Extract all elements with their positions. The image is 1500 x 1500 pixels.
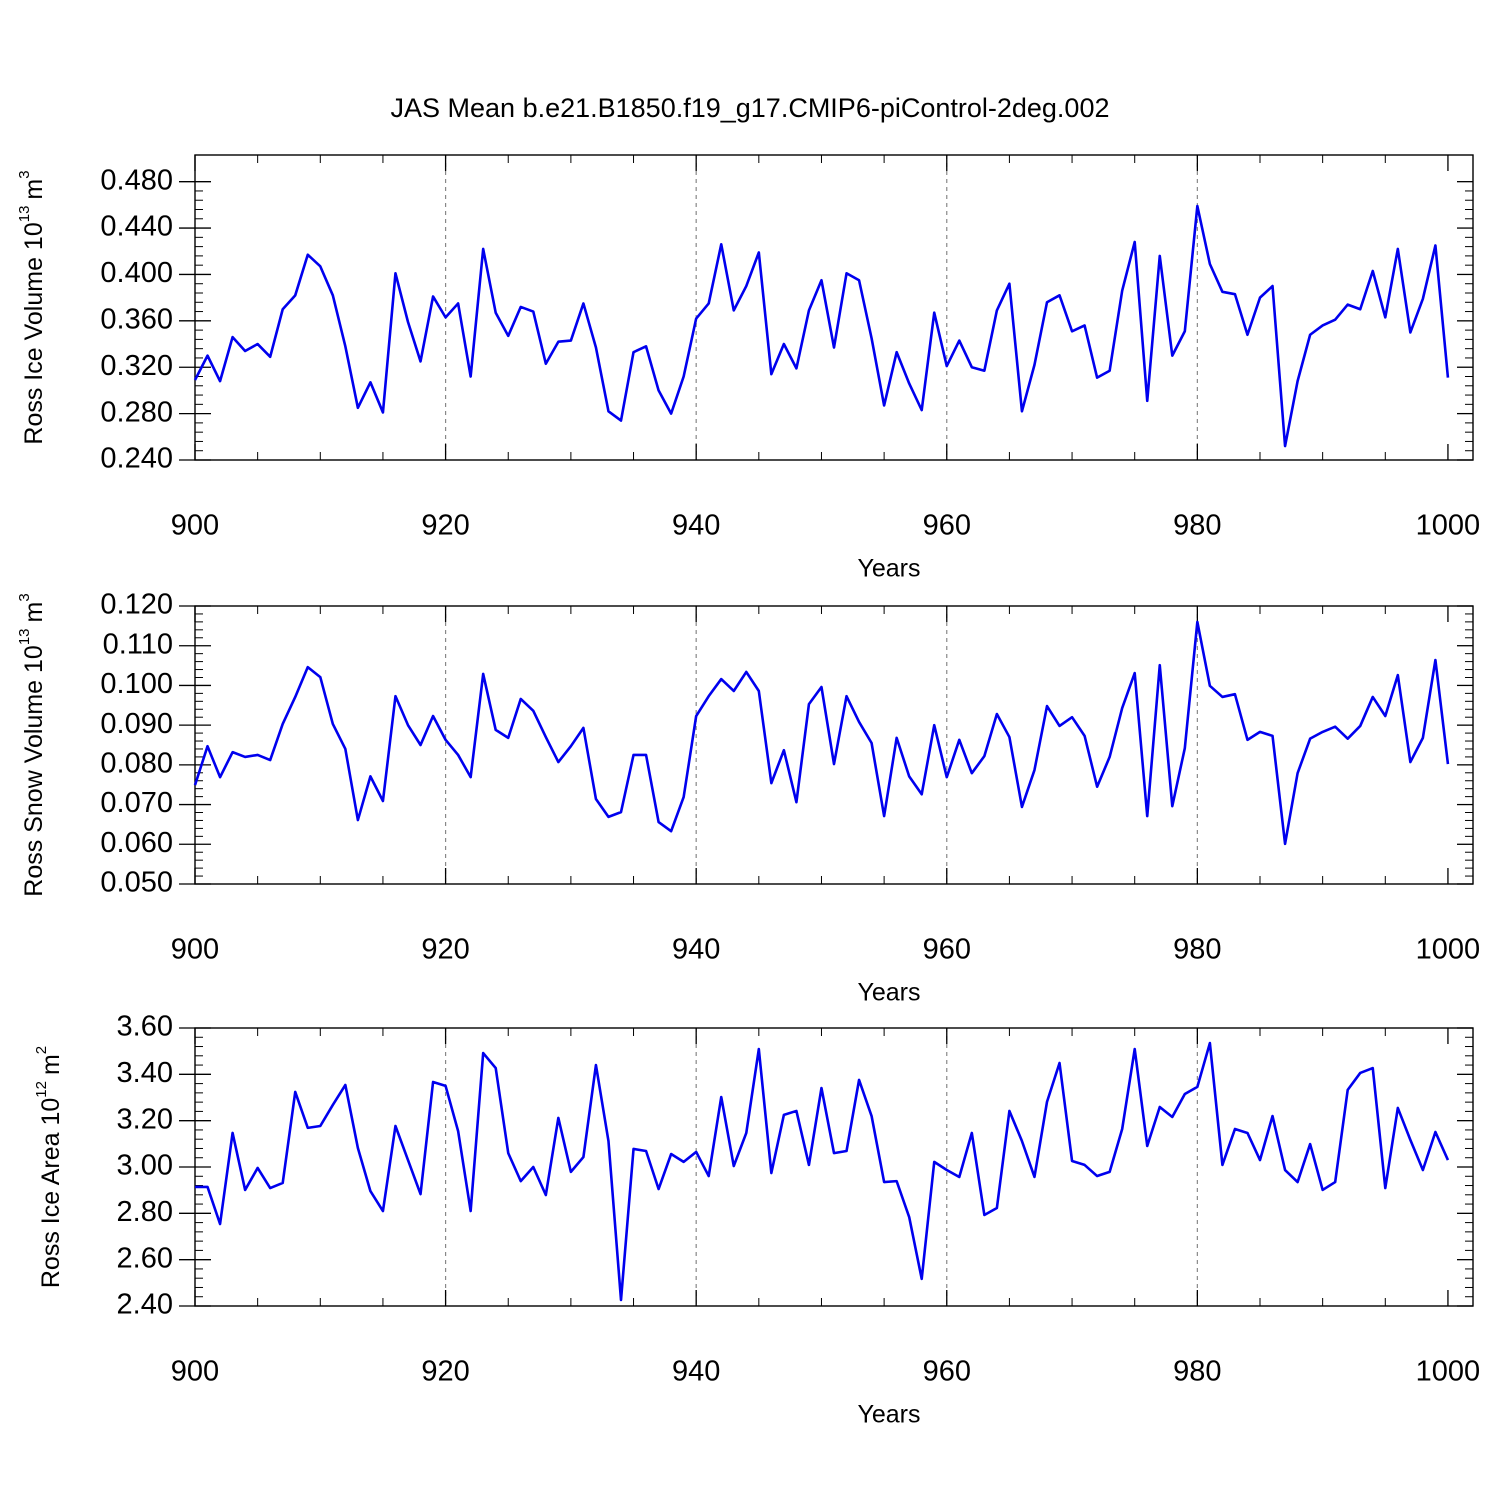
- y-label-unit-exp: 2: [33, 1046, 50, 1054]
- x-axis-label: Years: [857, 979, 920, 1007]
- y-tick-label: 0.280: [100, 396, 173, 428]
- x-tick-label: 980: [1173, 1356, 1221, 1388]
- y-label-unit: m: [37, 1054, 65, 1075]
- y-tick-label: 0.060: [100, 827, 173, 859]
- y-axis-label: Ross Ice Volume 1013 m3: [16, 170, 48, 444]
- data-line: [195, 1041, 1450, 1302]
- plot-frame: [194, 1027, 1474, 1307]
- y-tick-label: 0.100: [100, 668, 173, 700]
- y-tick-label: 0.360: [100, 303, 173, 335]
- x-tick-label: 920: [421, 510, 469, 542]
- y-tick-label: 2.40: [117, 1289, 173, 1321]
- x-tick-label: 940: [672, 934, 720, 966]
- x-tick-label: 960: [923, 934, 971, 966]
- y-axis-label: Ross Ice Area 1012 m2: [33, 1046, 65, 1288]
- x-tick-label: 1000: [1416, 510, 1481, 542]
- x-tick-label: 1000: [1416, 1356, 1481, 1388]
- y-label-exp: 12: [33, 1081, 50, 1098]
- y-label-text: Ross Ice Volume 10: [20, 222, 48, 444]
- y-tick-label: 3.60: [117, 1011, 173, 1043]
- x-tick-label: 900: [171, 1356, 219, 1388]
- x-tick-label: 940: [672, 1356, 720, 1388]
- y-axis-label: Ross Snow Volume 1013 m3: [16, 593, 48, 896]
- x-tick-label: 940: [672, 510, 720, 542]
- chart-title: JAS Mean b.e21.B1850.f19_g17.CMIP6-piCon…: [391, 93, 1110, 123]
- plot-frame: [194, 605, 1474, 885]
- y-label-text: Ross Ice Area 10: [37, 1098, 65, 1288]
- y-label-exp: 13: [16, 628, 33, 645]
- y-label-unit: m: [20, 602, 48, 623]
- x-tick-label: 960: [923, 1356, 971, 1388]
- y-label-exp: 13: [16, 206, 33, 223]
- y-tick-label: 0.110: [103, 628, 173, 660]
- y-tick-label: 0.050: [100, 867, 173, 899]
- x-axis-label: Years: [857, 1401, 920, 1429]
- x-tick-label: 960: [923, 510, 971, 542]
- data-line: [193, 204, 1450, 448]
- y-tick-label: 0.080: [100, 748, 173, 780]
- y-tick-label: 0.240: [100, 443, 173, 475]
- y-tick-label: 0.480: [100, 164, 173, 196]
- y-tick-label: 0.320: [100, 350, 173, 382]
- x-tick-label: 900: [171, 510, 219, 542]
- y-label-unit: m: [20, 179, 48, 200]
- y-tick-label: 2.80: [117, 1196, 173, 1228]
- x-tick-label: 1000: [1416, 934, 1481, 966]
- y-tick-label: 0.400: [100, 257, 173, 289]
- y-tick-label: 3.00: [117, 1150, 173, 1182]
- y-tick-label: 3.40: [117, 1057, 173, 1089]
- x-tick-label: 900: [171, 934, 219, 966]
- y-tick-label: 0.120: [100, 589, 173, 621]
- y-label-text: Ross Snow Volume 10: [20, 645, 48, 897]
- x-tick-label: 980: [1173, 510, 1221, 542]
- data-line: [193, 620, 1450, 846]
- y-label-unit-exp: 3: [16, 170, 33, 178]
- x-tick-label: 920: [421, 1356, 469, 1388]
- y-tick-label: 0.090: [100, 708, 173, 740]
- y-tick-label: 3.20: [117, 1103, 173, 1135]
- plot-frame: [194, 154, 1474, 461]
- y-tick-label: 2.60: [117, 1242, 173, 1274]
- y-label-unit-exp: 3: [16, 593, 33, 601]
- x-tick-label: 980: [1173, 934, 1221, 966]
- y-tick-label: 0.070: [100, 787, 173, 819]
- x-axis-label: Years: [857, 555, 920, 583]
- y-tick-label: 0.440: [100, 211, 173, 243]
- x-tick-label: 920: [421, 934, 469, 966]
